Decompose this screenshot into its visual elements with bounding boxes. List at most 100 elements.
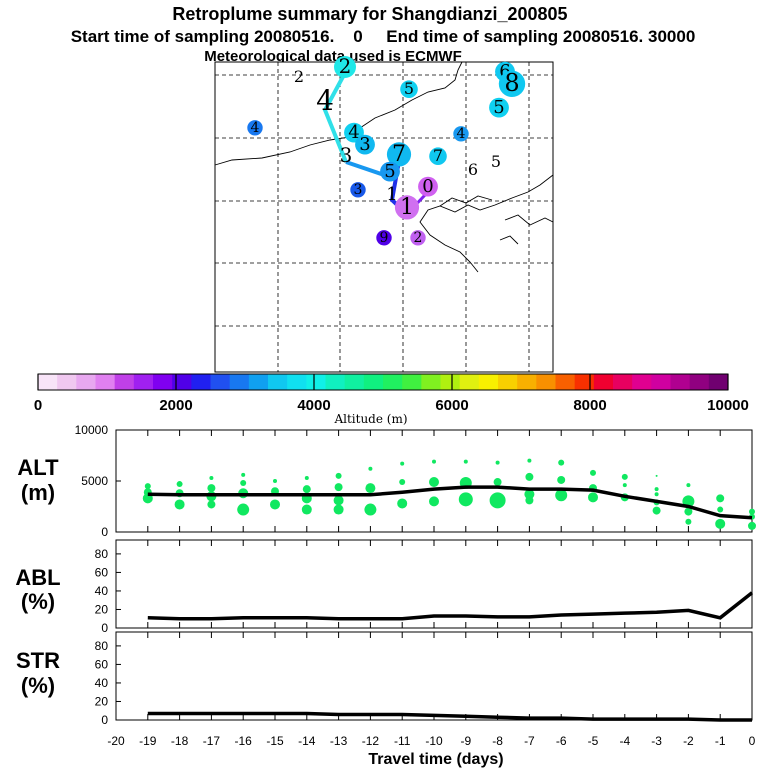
series-line bbox=[147, 711, 752, 722]
x-tick-label: -6 bbox=[556, 734, 567, 748]
trajectory-marker bbox=[386, 142, 412, 167]
x-tick-label: -19 bbox=[139, 734, 157, 748]
altitude-point bbox=[207, 500, 216, 509]
altitude-point bbox=[429, 477, 439, 488]
altitude-point bbox=[237, 503, 250, 516]
altitude-point bbox=[654, 492, 659, 497]
trajectory-day-label: 9 bbox=[380, 230, 389, 246]
colorbar-cell bbox=[402, 374, 422, 390]
trajectory-day-label: 4 bbox=[251, 120, 260, 136]
altitude-point bbox=[176, 481, 183, 488]
x-tick-label: -1 bbox=[715, 734, 726, 748]
coastline-borders bbox=[214, 61, 554, 273]
colorbar-cell bbox=[57, 374, 77, 390]
y-tick-label: 60 bbox=[95, 565, 109, 579]
trajectory-day-label: 4 bbox=[348, 122, 359, 143]
trajectory-marker bbox=[498, 70, 526, 98]
trajectory-day-label: 4 bbox=[457, 126, 466, 142]
altitude-point bbox=[463, 459, 468, 464]
y-tick-label: 80 bbox=[95, 639, 109, 653]
trajectory-day-label: 6 bbox=[499, 61, 510, 82]
altitude-point bbox=[621, 473, 628, 480]
x-tick-label: -8 bbox=[492, 734, 503, 748]
altitude-point bbox=[527, 458, 532, 463]
abl-ylabel: ABL bbox=[15, 565, 60, 590]
y-tick-label: 80 bbox=[95, 547, 109, 561]
altitude-point bbox=[489, 492, 506, 509]
altitude-point bbox=[209, 475, 214, 480]
altitude-point bbox=[524, 489, 535, 500]
altitude-point bbox=[240, 480, 247, 487]
trajectory-day-label: 1 bbox=[400, 195, 414, 220]
y-tick-label: 5000 bbox=[81, 474, 108, 488]
altitude-point bbox=[334, 483, 343, 492]
altitude-point bbox=[174, 499, 185, 510]
colorbar-cell bbox=[574, 374, 595, 390]
trajectory-marker bbox=[489, 97, 509, 118]
altitude-point bbox=[365, 483, 376, 494]
colorbar-cell bbox=[95, 374, 116, 390]
colorbar-cell bbox=[670, 374, 691, 390]
colorbar-cell bbox=[651, 374, 671, 390]
altitude-point bbox=[495, 460, 500, 465]
x-tick-label: -3 bbox=[651, 734, 662, 748]
y-tick-label: 0 bbox=[101, 713, 108, 727]
colorbar-cell bbox=[478, 374, 499, 390]
colorbar-cell bbox=[632, 374, 652, 390]
trajectory-day-label: 5 bbox=[384, 161, 395, 182]
trajectory-marker bbox=[355, 134, 375, 155]
altitude-point bbox=[301, 504, 312, 515]
colorbar-tick-label: 6000 bbox=[435, 397, 468, 414]
colorbar-cell bbox=[363, 374, 384, 390]
x-tick-label: -18 bbox=[171, 734, 189, 748]
altitude-point bbox=[458, 492, 473, 507]
alt-panel: ALT (m) 0 5000 10000 bbox=[17, 423, 756, 539]
series-line bbox=[147, 485, 753, 520]
x-tick-label: -10 bbox=[425, 734, 443, 748]
altitude-point bbox=[588, 492, 598, 503]
trajectory-day-label: 5 bbox=[493, 97, 504, 118]
x-tick-label: -15 bbox=[266, 734, 284, 748]
trajectory-marker bbox=[429, 147, 447, 165]
x-tick-label: -20 bbox=[107, 734, 125, 748]
colorbar-cell bbox=[287, 374, 307, 390]
trajectory-marker bbox=[410, 230, 426, 246]
altitude-point bbox=[622, 483, 627, 488]
colorbar-cell bbox=[191, 374, 211, 390]
chart-title: Retroplume summary for Shangdianzi_20080… bbox=[172, 4, 567, 24]
trajectory-segment bbox=[322, 72, 348, 163]
x-axis-label: Travel time (days) bbox=[368, 751, 503, 768]
x-tick-label: -11 bbox=[394, 734, 411, 748]
x-tick-label: -14 bbox=[298, 734, 316, 748]
colorbar-cell bbox=[172, 374, 192, 390]
colorbar-cell bbox=[76, 374, 96, 390]
str-frame bbox=[115, 631, 753, 721]
y-tick-label: 20 bbox=[95, 602, 109, 616]
trajectory-marker bbox=[334, 56, 356, 78]
trajectory-day-label: 2 bbox=[414, 230, 423, 246]
altitude-point bbox=[368, 466, 373, 471]
altitude-point bbox=[364, 503, 377, 516]
altitude-point bbox=[684, 507, 693, 516]
altitude-point bbox=[715, 518, 726, 529]
altitude-point bbox=[558, 459, 565, 466]
trajectory-day-label: 5 bbox=[404, 79, 414, 98]
altitude-point bbox=[333, 504, 344, 515]
altitude-point bbox=[716, 494, 725, 503]
trajectory-day-label: 3 bbox=[340, 143, 353, 167]
alt-ylabel: ALT bbox=[17, 455, 59, 480]
altitude-point bbox=[207, 484, 216, 493]
x-tick-label: -12 bbox=[362, 734, 380, 748]
colorbar-tick-label: 0 bbox=[34, 397, 42, 414]
x-tick-label: -4 bbox=[619, 734, 630, 748]
altitude-point bbox=[429, 496, 439, 507]
y-tick-label: 0 bbox=[101, 525, 108, 539]
colorbar-cell bbox=[593, 374, 614, 390]
colorbar-cell bbox=[229, 374, 250, 390]
altitude-point bbox=[335, 472, 342, 479]
altitude-point bbox=[399, 479, 406, 486]
trajectory-marker bbox=[350, 182, 366, 198]
colorbar-cell bbox=[210, 374, 231, 390]
